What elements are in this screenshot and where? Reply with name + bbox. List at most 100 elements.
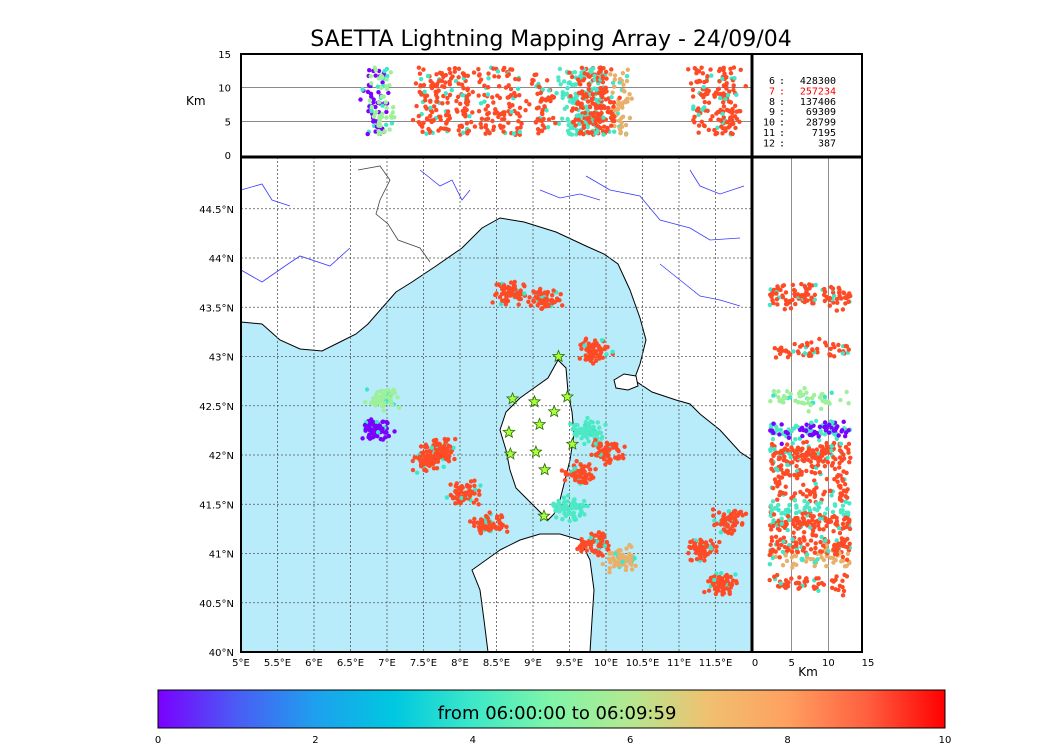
top-lightning-point xyxy=(485,116,491,121)
top-lightning-point xyxy=(718,118,723,123)
lightning-point xyxy=(494,514,500,519)
right-lightning-point xyxy=(802,295,807,301)
right-lightning-point xyxy=(783,578,789,583)
right-lightning-point xyxy=(785,471,790,476)
lightning-point xyxy=(565,499,570,504)
right-lightning-point xyxy=(779,516,784,521)
right-lightning-point xyxy=(822,463,828,469)
lightning-point xyxy=(718,530,724,535)
right-lightning-point xyxy=(779,422,784,427)
right-lightning-point xyxy=(813,545,818,551)
lightning-point xyxy=(611,557,616,562)
top-lightning-point xyxy=(479,125,484,130)
right-lightning-point xyxy=(829,493,834,498)
lightning-point xyxy=(730,578,736,583)
right-lightning-point xyxy=(804,390,809,395)
lightning-point xyxy=(459,495,464,501)
top-lightning-point xyxy=(436,128,441,133)
right-lightning-point xyxy=(792,553,797,558)
top-lightning-point xyxy=(384,77,389,82)
top-lightning-point xyxy=(423,98,428,103)
right-lightning-point xyxy=(838,449,844,454)
top-lightning-point xyxy=(476,93,481,98)
right-lightning-point xyxy=(779,348,784,353)
top-lightning-point xyxy=(485,92,491,97)
right-lightning-point xyxy=(833,577,838,582)
lightning-point xyxy=(552,504,557,509)
right-lightning-point xyxy=(843,430,849,435)
lightning-point xyxy=(582,343,587,348)
lightning-cell xyxy=(575,530,611,558)
top-lightning-point xyxy=(501,129,506,134)
lightning-point xyxy=(459,484,465,489)
lightning-cell xyxy=(577,336,616,366)
lightning-point xyxy=(602,543,608,549)
lightning-point xyxy=(698,555,704,561)
right-lightning-point xyxy=(846,291,852,296)
lightning-point xyxy=(382,389,387,395)
top-lightning-point xyxy=(468,119,474,125)
top-lightning-point xyxy=(564,104,570,110)
right-lightning-point xyxy=(818,454,824,459)
lightning-point xyxy=(595,539,600,544)
right-lightning-point xyxy=(832,354,837,359)
right-lightning-point xyxy=(824,563,829,569)
top-lightning-point xyxy=(384,105,389,111)
top-lightning-point xyxy=(734,92,739,98)
lightning-point xyxy=(429,456,434,462)
lightning-point xyxy=(589,452,594,457)
lightning-point xyxy=(444,438,449,443)
top-lightning-point xyxy=(621,82,626,87)
right-lightning-point xyxy=(818,428,823,433)
top-lightning-point xyxy=(732,103,738,109)
lightning-point xyxy=(464,491,469,497)
right-lightning-point xyxy=(814,447,820,452)
lightning-point xyxy=(569,501,574,507)
top-lightning-point xyxy=(495,69,501,74)
right-lightning-point xyxy=(838,397,843,403)
top-lightning-point xyxy=(609,123,614,128)
lightning-point xyxy=(593,358,599,364)
right-altitude-panel: 0 5 10 15 Km xyxy=(752,157,874,679)
lightning-point xyxy=(694,556,700,562)
top-lightning-point xyxy=(443,80,448,85)
right-lightning-point xyxy=(794,516,800,521)
top-lightning-point xyxy=(464,121,470,126)
top-lightning-point xyxy=(418,83,423,88)
top-lightning-point xyxy=(380,80,385,85)
lightning-point xyxy=(607,447,612,452)
map-y-tick-label: 40.5°N xyxy=(199,599,234,610)
top-lightning-point xyxy=(738,108,743,114)
lightning-point xyxy=(477,520,482,526)
right-lightning-point xyxy=(845,521,850,526)
right-lightning-point xyxy=(791,561,796,566)
top-lightning-point xyxy=(456,75,461,80)
top-lightning-point xyxy=(369,81,374,86)
lightning-point xyxy=(490,300,495,305)
right-lightning-point xyxy=(778,427,783,433)
lightning-point xyxy=(412,455,418,460)
top-lightning-point xyxy=(558,82,563,87)
right-lightning-point xyxy=(817,516,823,521)
top-lightning-point xyxy=(428,113,433,118)
top-lightning-point xyxy=(611,114,617,119)
lightning-point xyxy=(515,295,521,301)
right-lightning-point xyxy=(822,298,828,304)
right-lightning-point xyxy=(783,429,789,435)
stat-separator: : xyxy=(779,76,785,87)
top-lightning-point xyxy=(556,121,562,127)
top-lightning-point xyxy=(692,120,697,125)
top-lightning-point xyxy=(715,86,721,92)
top-lightning-point xyxy=(586,81,591,87)
right-lightning-point xyxy=(843,301,848,306)
lightning-point xyxy=(472,483,477,488)
top-lightning-point xyxy=(612,84,617,89)
lightning-point xyxy=(429,445,435,451)
top-lightning-point xyxy=(465,86,471,91)
right-lightning-point xyxy=(824,425,830,431)
right-lightning-point xyxy=(841,290,847,296)
lightning-point xyxy=(571,423,577,428)
top-lightning-point xyxy=(737,119,742,124)
lightning-point xyxy=(729,513,734,519)
lightning-point xyxy=(558,292,563,297)
